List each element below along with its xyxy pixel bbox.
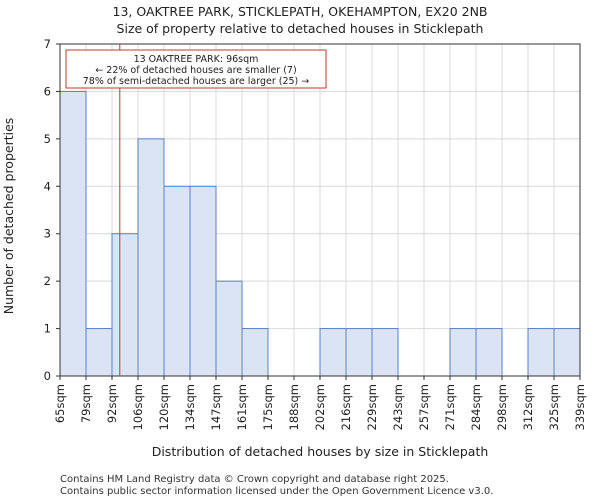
x-tick-label: 65sqm: [53, 384, 67, 423]
x-tick-label: 312sqm: [521, 384, 535, 430]
bars: [59, 90, 581, 377]
chart-title: 13, OAKTREE PARK, STICKLEPATH, OKEHAMPTO…: [113, 4, 488, 19]
y-tick-label: 7: [44, 37, 51, 51]
x-tick-label: 216sqm: [339, 384, 353, 430]
x-tick-label: 147sqm: [209, 384, 223, 430]
x-axis-ticks: 65sqm 79sqm 92sqm 106sqm 120sqm 134sqm 147sqm 1…: [53, 376, 587, 430]
annotation-box: [65, 49, 327, 89]
y-axis-ticks: 0 1 2 3 4 5 6 7: [44, 37, 60, 383]
x-tick-label: 298sqm: [495, 384, 509, 430]
chart-subtitle: Size of property relative to detached ho…: [117, 21, 484, 36]
bar: [189, 185, 217, 377]
plot-area: 13 OAKTREE PARK: 96sqm ← 22% of detached…: [59, 43, 581, 377]
x-tick-label: 257sqm: [417, 384, 431, 430]
x-tick-label: 175sqm: [261, 384, 275, 430]
bar: [85, 328, 113, 377]
y-tick-label: 1: [44, 322, 51, 336]
bar: [345, 328, 373, 377]
x-tick-label: 79sqm: [79, 384, 93, 423]
x-tick-label: 229sqm: [365, 384, 379, 430]
x-tick-label: 106sqm: [131, 384, 145, 430]
x-tick-label: 284sqm: [469, 384, 483, 430]
x-tick-label: 92sqm: [105, 384, 119, 423]
bar: [59, 90, 87, 377]
x-tick-label: 202sqm: [313, 384, 327, 430]
y-tick-label: 2: [44, 274, 51, 288]
footer-line-2: Contains public sector information licen…: [60, 486, 493, 497]
y-tick-label: 6: [44, 84, 51, 98]
y-tick-label: 3: [44, 227, 51, 241]
bar: [449, 328, 477, 377]
x-tick-label: 188sqm: [287, 384, 301, 430]
bar: [163, 185, 191, 377]
x-tick-label: 339sqm: [573, 384, 587, 430]
bar: [371, 328, 399, 377]
bar: [475, 328, 503, 377]
bar: [241, 328, 269, 377]
y-axis-label: Number of detached properties: [1, 118, 16, 315]
annotation-line-property: 13 OAKTREE PARK: 96sqm: [134, 54, 259, 65]
x-tick-label: 134sqm: [183, 384, 197, 430]
y-tick-label: 5: [44, 132, 51, 146]
x-tick-label: 161sqm: [235, 384, 249, 430]
annotation-line-smaller: ← 22% of detached houses are smaller (7): [95, 65, 296, 76]
bar: [527, 328, 555, 377]
bar: [137, 138, 165, 377]
footer-line-1: Contains HM Land Registry data © Crown c…: [60, 474, 449, 485]
x-tick-label: 325sqm: [547, 384, 561, 430]
x-tick-label: 120sqm: [157, 384, 171, 430]
x-tick-label: 271sqm: [443, 384, 457, 430]
bar: [553, 328, 581, 377]
x-tick-label: 243sqm: [391, 384, 405, 430]
bar: [215, 280, 243, 377]
annotation-line-larger: 78% of semi-detached houses are larger (…: [83, 76, 310, 87]
bar: [111, 233, 139, 377]
marker-annotation: 13 OAKTREE PARK: 96sqm ← 22% of detached…: [65, 49, 327, 89]
y-tick-label: 0: [44, 369, 51, 383]
y-tick-label: 4: [44, 179, 51, 193]
x-axis-label: Distribution of detached houses by size …: [152, 444, 489, 459]
bar: [319, 328, 347, 377]
